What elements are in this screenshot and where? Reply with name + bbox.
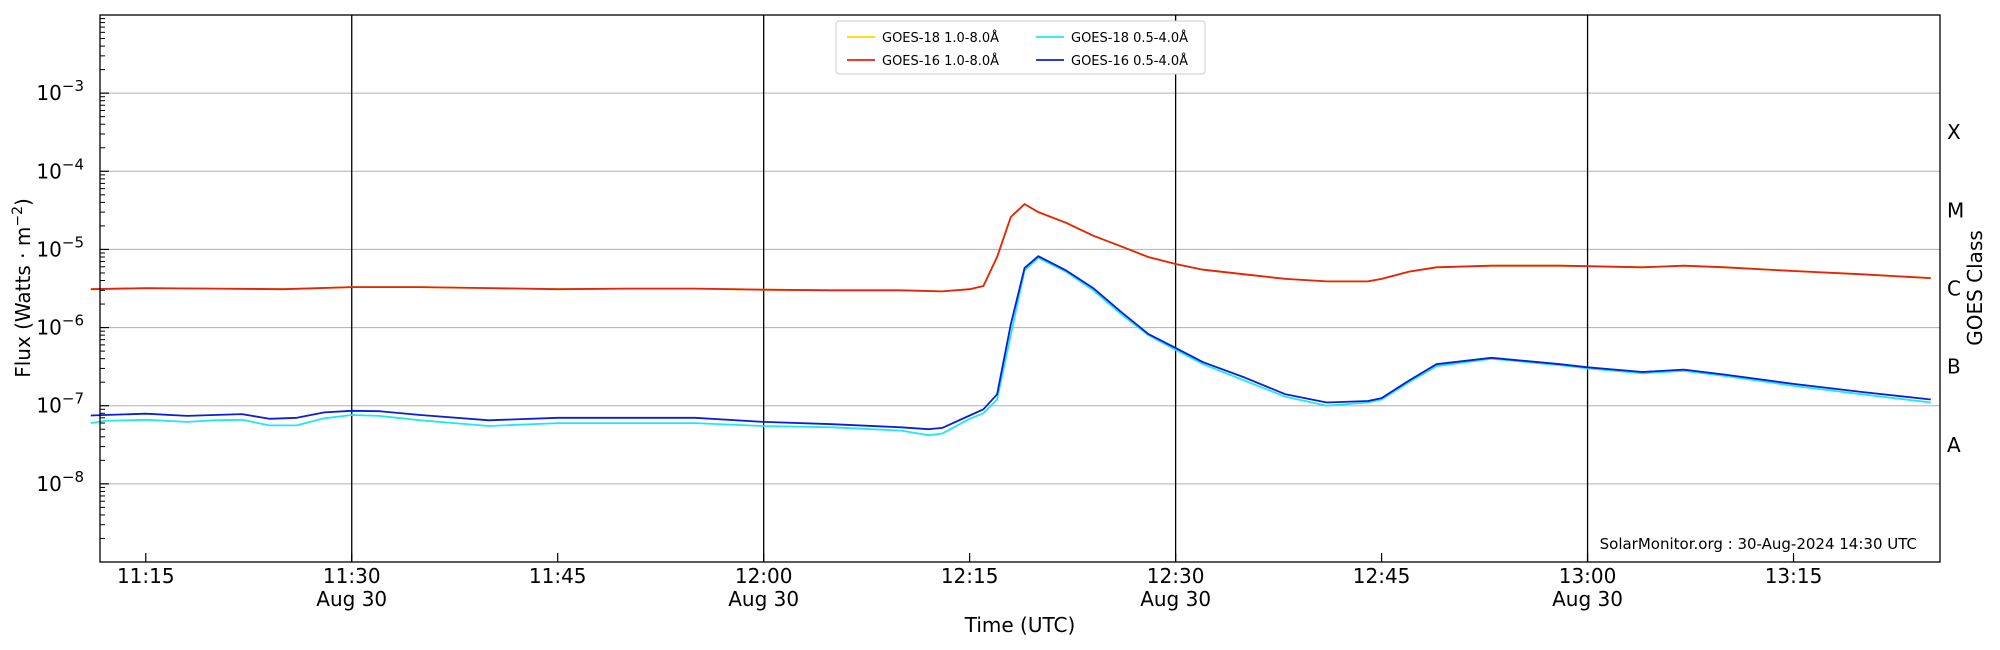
credit-text: SolarMonitor.org : 30-Aug-2024 14:30 UTC (1600, 535, 1917, 553)
y-axis-title-main: Flux (Watts · m (11, 227, 35, 378)
goes-class-axis-title: GOES Class (1963, 230, 1987, 346)
x-tick-date: Aug 30 (1140, 587, 1211, 611)
y-tick-exponent: −8 (62, 468, 84, 486)
y-axis-title-close: ) (11, 198, 35, 206)
x-tick-date: Aug 30 (1552, 587, 1623, 611)
y-tick-label: 10−5 (36, 233, 84, 261)
x-tick-label: 11:45 (529, 564, 587, 588)
goes-class-labels: A B C M X (1947, 120, 1964, 457)
legend-box (835, 20, 1206, 75)
x-tick-label: 12:00 (735, 564, 793, 588)
y-tick-base: 10 (36, 81, 61, 105)
legend-label: GOES-18 1.0-8.0Å (882, 30, 999, 46)
x-tick-label: 13:00 (1559, 564, 1617, 588)
y-tick-base: 10 (36, 159, 61, 183)
x-tick-date: Aug 30 (316, 587, 387, 611)
y-tick-labels: 10−810−710−610−510−410−3 (36, 77, 84, 496)
x-tick-label: 12:45 (1353, 564, 1411, 588)
x-axis-title: Time (UTC) (964, 613, 1076, 637)
plot-frame (99, 14, 1941, 563)
goes-class-label: A (1947, 433, 1961, 457)
grid-layer (100, 92, 1940, 485)
x-tick-date: Aug 30 (728, 587, 799, 611)
y-tick-base: 10 (36, 394, 61, 418)
legend-label: GOES-16 0.5-4.0Å (1071, 53, 1188, 69)
y-tick-label: 10−6 (36, 312, 84, 340)
y-tick-exponent: −6 (62, 312, 84, 330)
series-line-4 (90, 255, 1931, 431)
y-tick-exponent: −3 (62, 77, 84, 95)
legend: GOES-18 1.0-8.0Å GOES-16 1.0-8.0Å GOES-18 … (835, 20, 1206, 75)
y-tick-base: 10 (36, 237, 61, 261)
legend-label: GOES-16 1.0-8.0Å (882, 53, 999, 69)
x-tick-label: 12:30 (1147, 564, 1205, 588)
y-axis-title: Flux (Watts · m−2) (10, 198, 35, 378)
y-tick-exponent: −7 (62, 390, 84, 408)
y-tick-exponent: −5 (62, 233, 84, 251)
y-tick-label: 10−3 (36, 77, 84, 105)
x-tick-label: 11:15 (117, 564, 175, 588)
y-tick-base: 10 (36, 472, 61, 496)
y-tick-base: 10 (36, 316, 61, 340)
y-tick-label: 10−8 (36, 468, 84, 496)
goes-class-label: C (1947, 277, 1961, 301)
day-marker-lines (351, 15, 1589, 562)
series-line-2 (90, 203, 1931, 293)
legend-label: GOES-18 0.5-4.0Å (1071, 30, 1188, 46)
series-layer (90, 203, 1931, 437)
y-tick-label: 10−7 (36, 390, 84, 418)
x-tick-label: 12:15 (941, 564, 999, 588)
tick-layer (100, 18, 1795, 562)
goes-class-label: B (1947, 355, 1961, 379)
goes-class-label: M (1947, 198, 1964, 222)
y-tick-exponent: −4 (62, 155, 84, 173)
y-axis-title-sup: −2 (10, 206, 26, 227)
goes-class-label: X (1947, 120, 1961, 144)
x-tick-label: 11:30 (323, 564, 381, 588)
x-tick-label: 13:15 (1765, 564, 1823, 588)
y-tick-label: 10−4 (36, 155, 84, 183)
